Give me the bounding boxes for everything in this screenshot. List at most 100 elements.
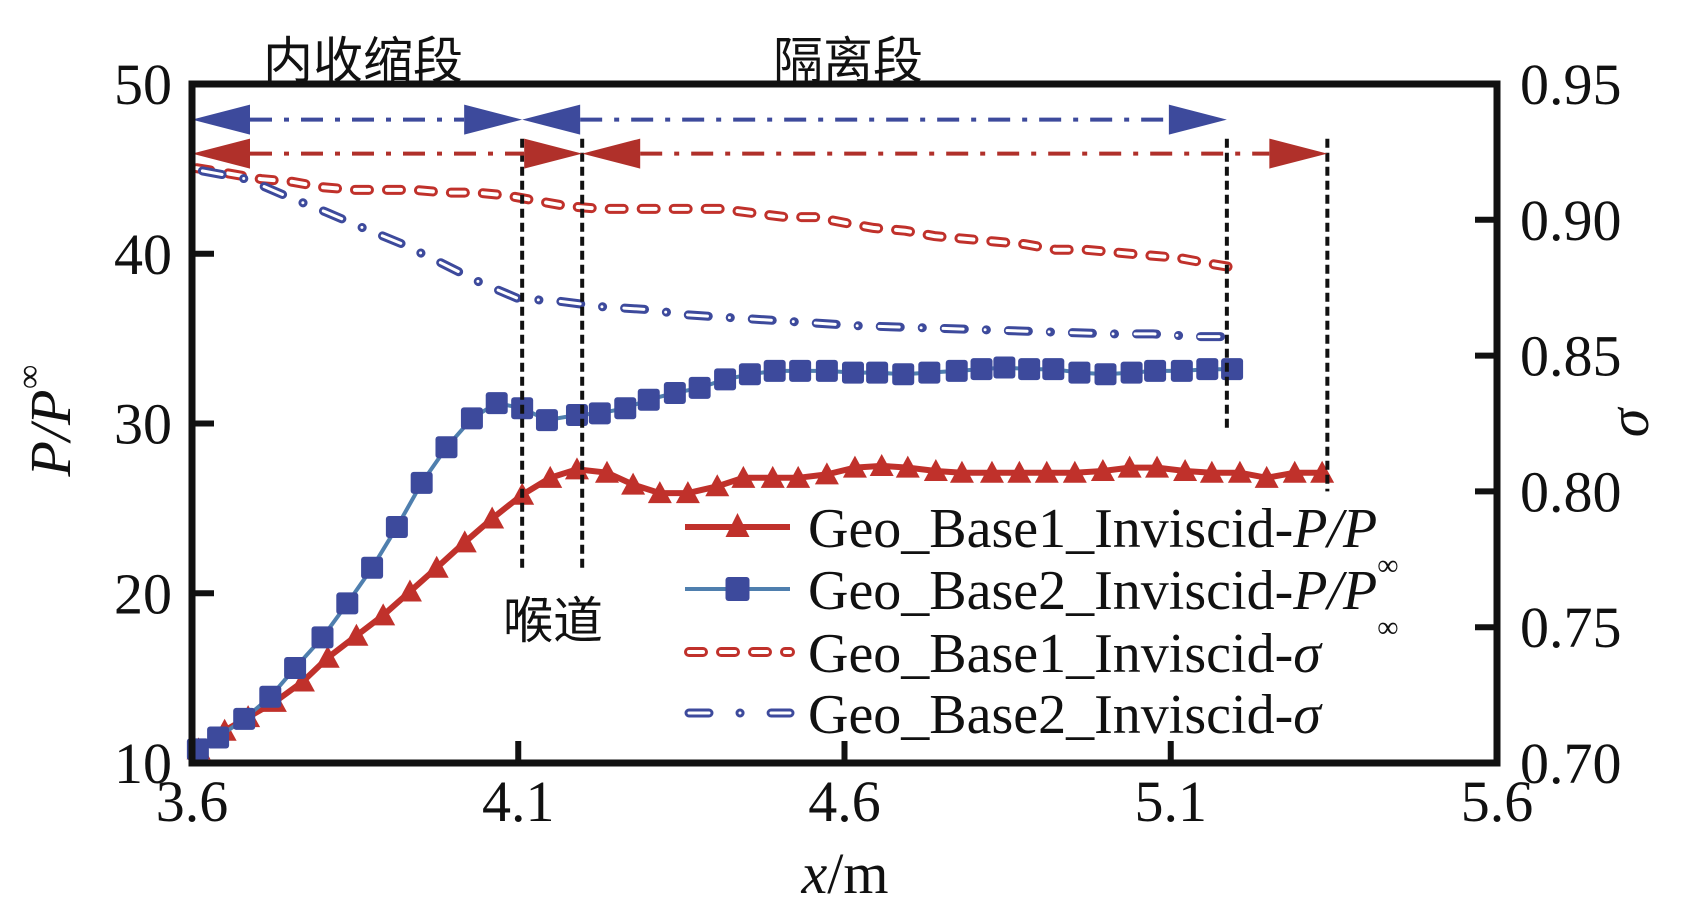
legend-entry-3-label-symbol: σ xyxy=(1293,623,1323,685)
series-2-point xyxy=(361,556,384,579)
legend-entry-2-label-symbol: P/P xyxy=(1292,560,1377,622)
series-2-point xyxy=(311,626,334,649)
series-2-point xyxy=(485,392,508,415)
series-1-point xyxy=(979,460,1004,483)
series-1-point xyxy=(869,453,894,476)
series-1-point xyxy=(594,460,619,483)
y-tick-label: 30 xyxy=(114,392,172,457)
region-label-inner-contraction: 内收缩段 xyxy=(263,32,463,90)
range-arrow-head-left xyxy=(192,138,250,169)
x-axis-title: x/m xyxy=(801,841,889,906)
series-2-point xyxy=(259,685,282,708)
series-2-point xyxy=(233,707,256,730)
range-arrow-head-left xyxy=(582,138,641,169)
series-1-point xyxy=(842,455,867,478)
series-1-point xyxy=(1062,460,1087,483)
series-2-point xyxy=(841,361,864,384)
series-2-point xyxy=(207,726,230,749)
series-2-point xyxy=(1196,358,1219,381)
y-tick-label: 40 xyxy=(114,222,172,287)
series-2-point xyxy=(945,359,968,382)
series-2-point xyxy=(535,409,558,432)
series-2-point xyxy=(763,359,786,382)
axes: 3.6 4.1 4.6 5.1 5.6 10 20 30 40 50 0.70 0.75 0.80 0.8… xyxy=(114,52,1622,834)
series-2-point xyxy=(738,363,761,386)
legend-entry-2-label: Geo_Base2_Inviscid-P/P∞ xyxy=(808,560,1399,644)
y2-tick-label: 0.85 xyxy=(1520,324,1622,389)
x-tick-label: 4.1 xyxy=(482,769,555,834)
series-1-point xyxy=(895,455,920,478)
x-tick-label: 5.1 xyxy=(1135,769,1208,834)
series-2-point xyxy=(1170,359,1193,382)
series-1-point xyxy=(371,603,396,626)
series-1-point xyxy=(705,474,730,497)
series-2-point xyxy=(918,361,941,384)
series-1-point xyxy=(923,459,948,482)
series-1-point xyxy=(564,457,589,480)
series-1-point xyxy=(1254,465,1279,488)
y2-tick-label: 0.90 xyxy=(1520,188,1622,253)
series-1-point xyxy=(452,530,477,553)
series-1-point xyxy=(731,465,756,488)
series-1-point xyxy=(480,506,505,529)
series-2-point xyxy=(993,356,1016,379)
y2-tick-label: 0.75 xyxy=(1520,595,1622,660)
series-1-point xyxy=(814,462,839,485)
series-1-point xyxy=(424,555,449,578)
series-2-point xyxy=(663,381,686,404)
series-2-point xyxy=(284,656,307,679)
series-3-line-outline xyxy=(191,163,1245,274)
legend-entry-2-label-subscript: ∞ xyxy=(1377,611,1398,644)
series-2-point xyxy=(385,516,408,539)
series-1-point xyxy=(621,472,646,495)
range-arrow-head-right xyxy=(1168,104,1227,135)
legend-entry-1-label-subscript: ∞ xyxy=(1377,549,1398,582)
series-2-point xyxy=(789,359,812,382)
y2-tick-label: 0.70 xyxy=(1520,731,1622,796)
series-2-point xyxy=(815,359,838,382)
x-tick-label: 5.6 xyxy=(1461,769,1534,834)
series-1-point xyxy=(1034,460,1059,483)
series-2-point xyxy=(336,592,359,615)
series-2-point xyxy=(637,388,660,411)
range-arrow-head-left xyxy=(192,104,250,135)
throat-label: 喉道 xyxy=(503,592,603,650)
legend-entry-1-label-symbol: P/P xyxy=(1292,498,1377,560)
series-2-point xyxy=(435,436,458,459)
series-2-point xyxy=(866,361,889,384)
plot-marks xyxy=(186,163,1335,761)
series-1-point xyxy=(1227,460,1252,483)
series-1-point xyxy=(1090,459,1115,482)
range-arrow-head-right xyxy=(464,104,523,135)
y2-axis-title: σ xyxy=(1596,406,1661,437)
series-2-point xyxy=(1221,358,1244,381)
series-1-point xyxy=(397,579,422,602)
series-4-line-outline xyxy=(197,166,1241,342)
series-1-point xyxy=(786,465,811,488)
legend-entry-3-label: Geo_Base1_Inviscid-σ xyxy=(808,623,1323,685)
y-tick-label: 50 xyxy=(114,52,172,117)
y-axis-title: P/P ∞ xyxy=(11,365,83,478)
series-1-point xyxy=(647,481,672,504)
series-1-point xyxy=(1117,455,1142,478)
y-tick-label: 10 xyxy=(114,731,172,796)
x-tick-label: 3.6 xyxy=(156,769,229,834)
annotations xyxy=(192,104,1330,572)
legend-entry-1-label: Geo_Base1_Inviscid-P/P∞ xyxy=(808,498,1399,582)
series-1-point xyxy=(538,465,563,488)
series-1-point xyxy=(1199,460,1224,483)
series-1-point xyxy=(1282,460,1307,483)
legend: Geo_Base1_Inviscid-P/P∞Geo_Base2_Invisci… xyxy=(684,498,1399,746)
series-2-point xyxy=(460,407,483,430)
legend-entry-4-label-main: Geo_Base2_Inviscid- xyxy=(808,684,1293,746)
series-1-point xyxy=(760,465,785,488)
legend-entry-3-label-main: Geo_Base1_Inviscid- xyxy=(808,623,1293,685)
series-4-line-inner xyxy=(200,169,1238,339)
range-arrow-head-right xyxy=(524,138,583,169)
region-label-isolator: 隔离段 xyxy=(773,32,923,90)
series-2-point xyxy=(1120,361,1143,384)
legend-entry-4-label: Geo_Base2_Inviscid-σ xyxy=(808,684,1323,746)
series-1-point xyxy=(1007,460,1032,483)
series-3-line-inner xyxy=(194,166,1242,271)
